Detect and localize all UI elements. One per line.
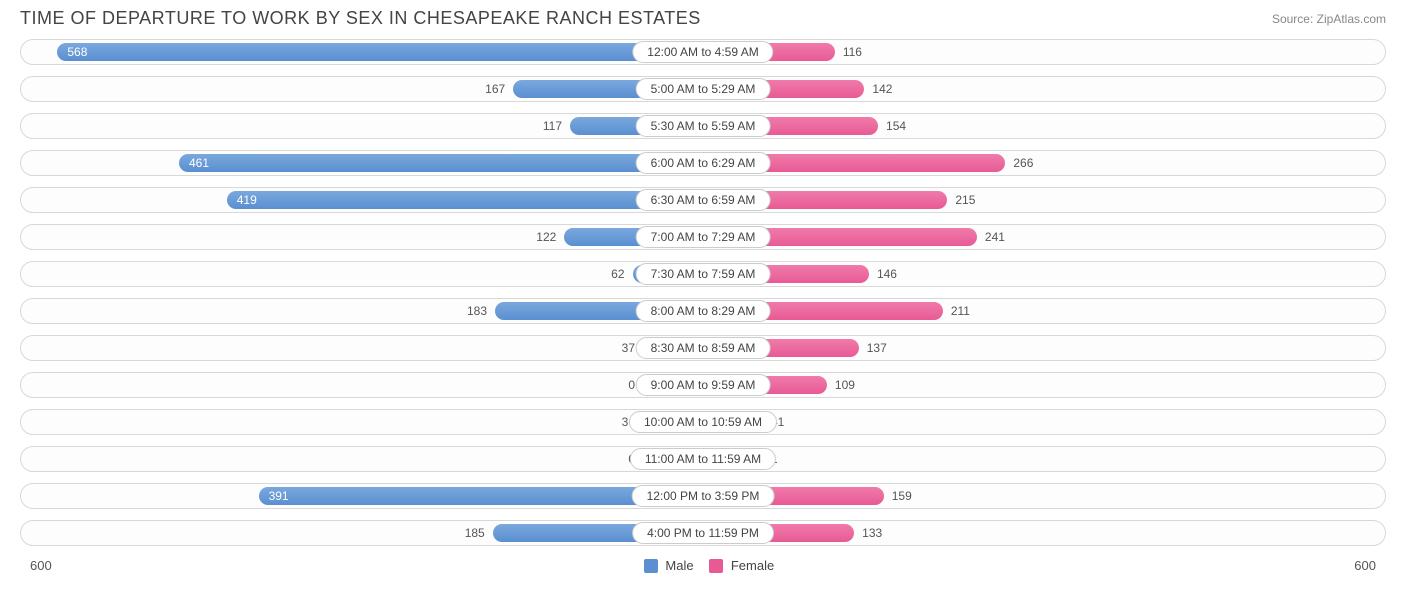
female-value: 241 bbox=[977, 230, 1005, 244]
female-value: 142 bbox=[864, 82, 892, 96]
male-value: 461 bbox=[189, 156, 209, 170]
female-value: 109 bbox=[827, 378, 855, 392]
female-value: 137 bbox=[859, 341, 887, 355]
chart-row: 167 142 5:00 AM to 5:29 AM bbox=[20, 72, 1386, 106]
chart-row: 01099:00 AM to 9:59 AM bbox=[20, 368, 1386, 402]
female-value: 215 bbox=[947, 193, 975, 207]
row-category-label: 10:00 AM to 10:59 AM bbox=[629, 411, 777, 433]
chart-footer: 600 Male Female 600 bbox=[0, 553, 1406, 573]
male-bar: 568 bbox=[57, 43, 703, 61]
row-track: 391 159 12:00 PM to 3:59 PM bbox=[20, 483, 1386, 509]
axis-max-right: 600 bbox=[1296, 558, 1376, 573]
row-category-label: 5:30 AM to 5:59 AM bbox=[636, 115, 771, 137]
chart-row: 185 133 4:00 PM to 11:59 PM bbox=[20, 516, 1386, 550]
chart-row: 0111:00 AM to 11:59 AM bbox=[20, 442, 1386, 476]
male-value: 117 bbox=[543, 119, 570, 133]
female-swatch-icon bbox=[709, 559, 723, 573]
chart-row: 364110:00 AM to 10:59 AM bbox=[20, 405, 1386, 439]
row-track: 01099:00 AM to 9:59 AM bbox=[20, 372, 1386, 398]
row-category-label: 5:00 AM to 5:29 AM bbox=[636, 78, 771, 100]
chart-row: 371378:30 AM to 8:59 AM bbox=[20, 331, 1386, 365]
chart-row: 568 116 12:00 AM to 4:59 AM bbox=[20, 35, 1386, 69]
axis-max-left: 600 bbox=[30, 558, 110, 573]
row-category-label: 6:30 AM to 6:59 AM bbox=[636, 189, 771, 211]
row-track: 167 142 5:00 AM to 5:29 AM bbox=[20, 76, 1386, 102]
row-track: 461 266 6:00 AM to 6:29 AM bbox=[20, 150, 1386, 176]
row-category-label: 7:00 AM to 7:29 AM bbox=[636, 226, 771, 248]
male-swatch-icon bbox=[644, 559, 658, 573]
chart-row: 391 159 12:00 PM to 3:59 PM bbox=[20, 479, 1386, 513]
row-track: 122 241 7:00 AM to 7:29 AM bbox=[20, 224, 1386, 250]
female-value: 211 bbox=[943, 304, 970, 318]
male-bar: 461 bbox=[179, 154, 703, 172]
row-track: 185 133 4:00 PM to 11:59 PM bbox=[20, 520, 1386, 546]
chart-row: 62 146 7:30 AM to 7:59 AM bbox=[20, 257, 1386, 291]
male-value: 568 bbox=[67, 45, 87, 59]
row-track: 117 154 5:30 AM to 5:59 AM bbox=[20, 113, 1386, 139]
row-category-label: 6:00 AM to 6:29 AM bbox=[636, 152, 771, 174]
chart-source: Source: ZipAtlas.com bbox=[1272, 12, 1386, 26]
chart-row: 461 266 6:00 AM to 6:29 AM bbox=[20, 146, 1386, 180]
chart-row: 122 241 7:00 AM to 7:29 AM bbox=[20, 220, 1386, 254]
chart-header: TIME OF DEPARTURE TO WORK BY SEX IN CHES… bbox=[0, 0, 1406, 35]
male-value: 419 bbox=[237, 193, 257, 207]
row-category-label: 12:00 AM to 4:59 AM bbox=[632, 41, 773, 63]
row-category-label: 12:00 PM to 3:59 PM bbox=[632, 485, 775, 507]
female-value: 266 bbox=[1005, 156, 1033, 170]
row-category-label: 8:00 AM to 8:29 AM bbox=[636, 300, 771, 322]
row-track: 371378:30 AM to 8:59 AM bbox=[20, 335, 1386, 361]
male-value: 122 bbox=[536, 230, 564, 244]
male-bar: 419 bbox=[227, 191, 703, 209]
male-value: 391 bbox=[269, 489, 289, 503]
row-category-label: 9:00 AM to 9:59 AM bbox=[636, 374, 771, 396]
row-track: 568 116 12:00 AM to 4:59 AM bbox=[20, 39, 1386, 65]
chart-row: 183 211 8:00 AM to 8:29 AM bbox=[20, 294, 1386, 328]
diverging-bar-chart: 568 116 12:00 AM to 4:59 AM 167 142 5:00 AM t… bbox=[0, 35, 1406, 550]
female-value: 154 bbox=[878, 119, 906, 133]
row-track: 0111:00 AM to 11:59 AM bbox=[20, 446, 1386, 472]
row-track: 62 146 7:30 AM to 7:59 AM bbox=[20, 261, 1386, 287]
row-track: 419 215 6:30 AM to 6:59 AM bbox=[20, 187, 1386, 213]
legend: Male Female bbox=[110, 557, 1296, 573]
chart-row: 419 215 6:30 AM to 6:59 AM bbox=[20, 183, 1386, 217]
male-value: 62 bbox=[611, 267, 632, 281]
female-value: 133 bbox=[854, 526, 882, 540]
male-value: 183 bbox=[467, 304, 495, 318]
row-category-label: 4:00 PM to 11:59 PM bbox=[632, 522, 774, 544]
chart-title: TIME OF DEPARTURE TO WORK BY SEX IN CHES… bbox=[20, 8, 701, 29]
row-track: 364110:00 AM to 10:59 AM bbox=[20, 409, 1386, 435]
legend-female-label: Female bbox=[731, 558, 774, 573]
row-category-label: 8:30 AM to 8:59 AM bbox=[636, 337, 771, 359]
male-value: 185 bbox=[465, 526, 493, 540]
female-value: 146 bbox=[869, 267, 897, 281]
legend-male-label: Male bbox=[665, 558, 693, 573]
female-value: 159 bbox=[884, 489, 912, 503]
female-value: 116 bbox=[835, 45, 862, 59]
chart-row: 117 154 5:30 AM to 5:59 AM bbox=[20, 109, 1386, 143]
row-category-label: 7:30 AM to 7:59 AM bbox=[636, 263, 771, 285]
row-category-label: 11:00 AM to 11:59 AM bbox=[630, 448, 776, 470]
row-track: 183 211 8:00 AM to 8:29 AM bbox=[20, 298, 1386, 324]
male-value: 167 bbox=[485, 82, 513, 96]
